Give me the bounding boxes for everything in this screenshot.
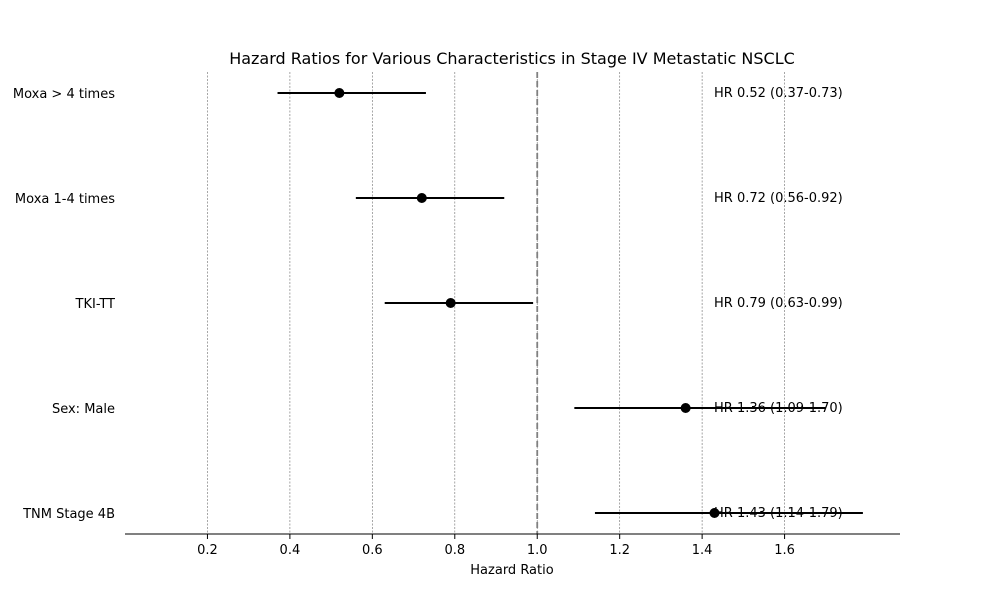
hr-point — [445, 298, 456, 308]
x-tick-label: 1.4 — [692, 543, 713, 558]
x-tick-label: 0.4 — [280, 543, 301, 558]
hr-point — [416, 193, 427, 203]
hr-point — [680, 403, 691, 413]
forest-row: TNM Stage 4B HR 1.43 (1.14-1.79) — [22, 506, 863, 522]
row-label: TKI-TT — [75, 297, 116, 312]
chart-title: Hazard Ratios for Various Characteristic… — [229, 49, 795, 68]
x-tick-label: 0.2 — [197, 543, 218, 558]
forest-row: Moxa 1-4 times HR 0.72 (0.56-0.92) — [15, 191, 843, 207]
x-axis: 0.2 0.4 0.6 0.8 1.0 1.2 1.4 1.6 — [125, 533, 900, 558]
row-label: Sex: Male — [52, 402, 115, 417]
x-axis-label: Hazard Ratio — [470, 563, 553, 578]
x-tick-label: 0.8 — [444, 543, 465, 558]
row-label: Moxa 1-4 times — [15, 192, 115, 207]
forest-row: Sex: Male HR 1.36 (1.09-1.70) — [52, 401, 843, 417]
forest-row: Moxa > 4 times HR 0.52 (0.37-0.73) — [13, 86, 843, 102]
hr-annotation: HR 0.52 (0.37-0.73) — [714, 86, 843, 101]
hr-annotation: HR 0.79 (0.63-0.99) — [714, 296, 843, 311]
hr-annotation: HR 0.72 (0.56-0.92) — [714, 191, 843, 206]
x-tick-label: 1.2 — [609, 543, 630, 558]
x-tick-label: 1.6 — [774, 543, 795, 558]
hr-point — [709, 508, 720, 518]
hr-annotation: HR 1.43 (1.14-1.79) — [714, 506, 843, 521]
hr-annotation: HR 1.36 (1.09-1.70) — [714, 401, 843, 416]
row-label: Moxa > 4 times — [13, 87, 115, 102]
x-tick-label: 0.6 — [362, 543, 383, 558]
forest-rows: Moxa > 4 times HR 0.52 (0.37-0.73) Moxa 1-… — [13, 86, 863, 522]
forest-row: TKI-TT HR 0.79 (0.63-0.99) — [75, 296, 843, 312]
row-label: TNM Stage 4B — [22, 507, 115, 522]
hr-point — [334, 88, 345, 98]
x-tick-label: 1.0 — [527, 543, 548, 558]
